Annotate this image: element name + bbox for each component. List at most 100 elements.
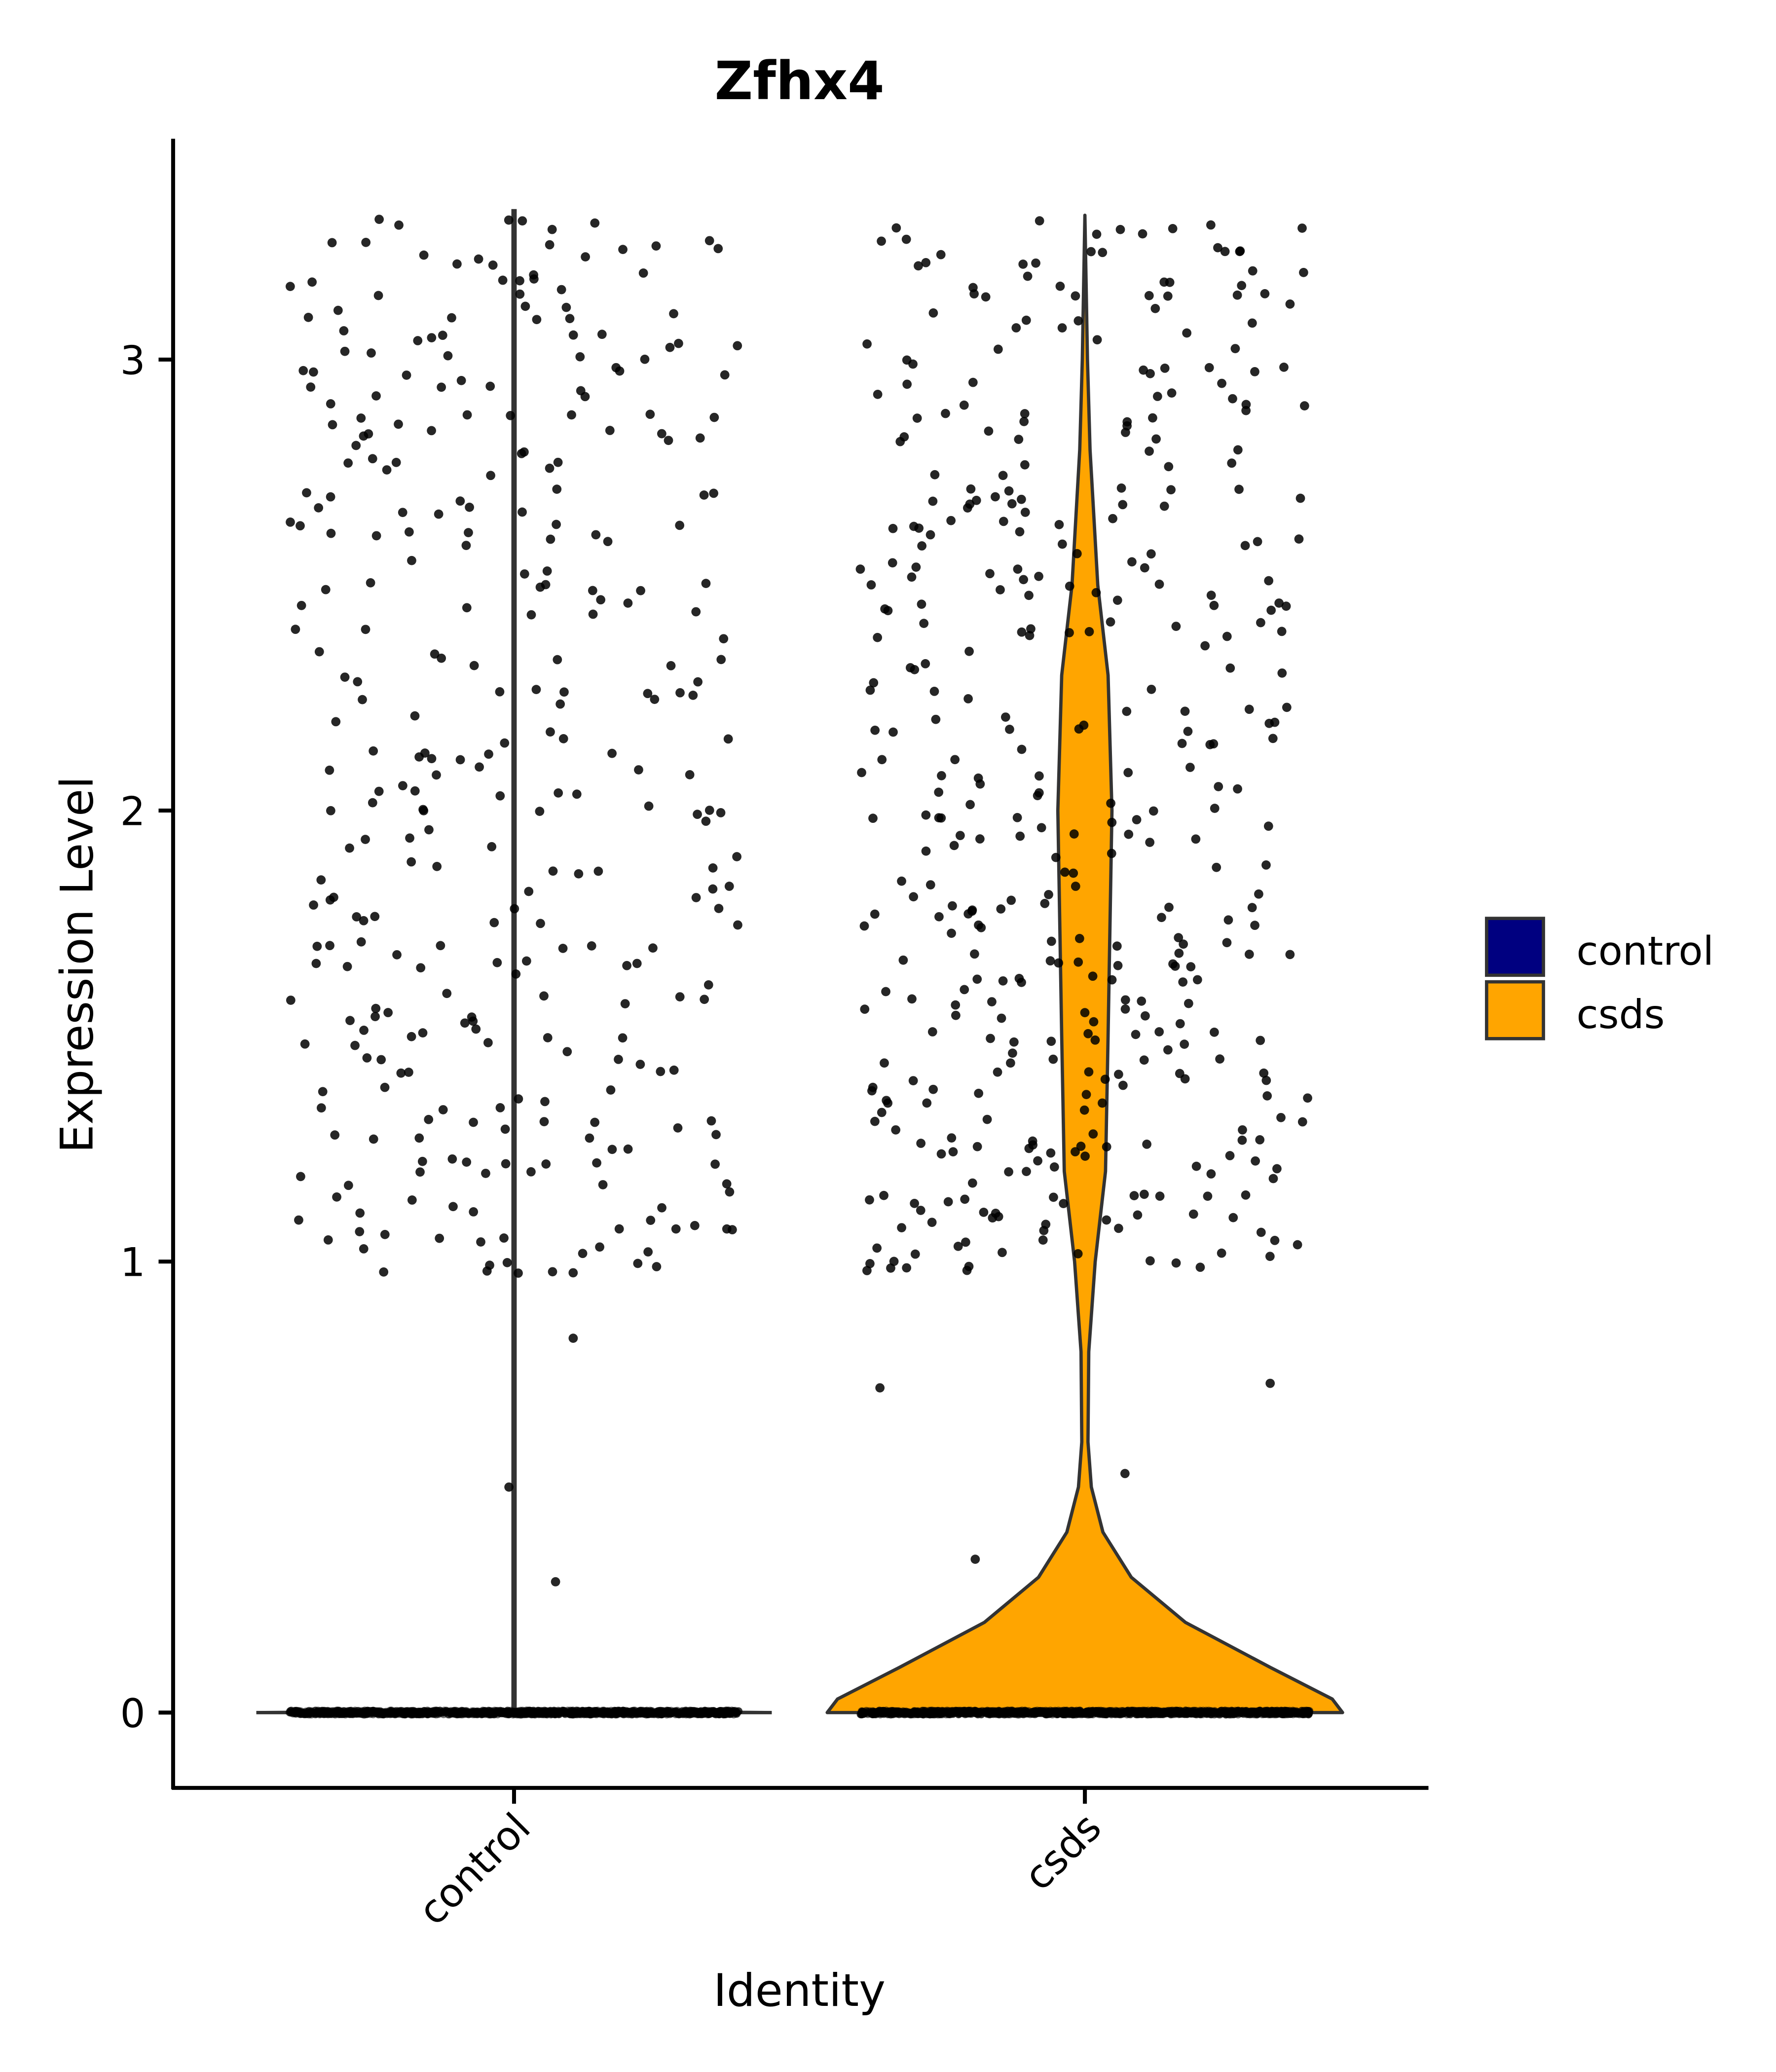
data-point: [492, 958, 502, 967]
data-point: [1014, 973, 1024, 983]
data-point: [424, 825, 434, 835]
data-point: [1142, 1140, 1151, 1149]
data-point: [1094, 1707, 1102, 1715]
data-point: [489, 918, 499, 927]
data-point: [1020, 508, 1030, 517]
data-point: [1015, 527, 1025, 537]
data-point: [1008, 1048, 1017, 1058]
data-point: [501, 1708, 509, 1717]
data-point: [1013, 564, 1023, 574]
data-point: [1072, 549, 1082, 558]
data-point: [455, 755, 465, 765]
data-point: [485, 381, 495, 391]
data-point: [438, 331, 447, 340]
data-point: [1129, 1191, 1139, 1200]
data-point: [1025, 630, 1035, 640]
data-point: [669, 309, 678, 319]
data-point: [443, 351, 453, 361]
data-point: [1265, 1252, 1275, 1261]
data-point: [1171, 622, 1181, 631]
data-point: [333, 305, 343, 315]
data-point: [371, 531, 381, 541]
data-point: [1268, 1174, 1278, 1184]
data-point: [963, 1709, 971, 1718]
data-point: [1215, 1054, 1224, 1064]
data-point: [1241, 1190, 1251, 1200]
data-point: [865, 1259, 875, 1268]
data-point: [344, 1181, 353, 1190]
data-point: [1018, 259, 1028, 269]
legend-label-control: control: [1577, 927, 1714, 974]
data-point: [1107, 849, 1116, 858]
data-point: [1098, 248, 1108, 258]
data-point: [855, 564, 865, 574]
data-point: [556, 285, 566, 295]
data-point: [291, 625, 300, 634]
data-point: [590, 1117, 600, 1127]
data-point: [481, 1169, 490, 1178]
data-point: [1232, 290, 1242, 300]
data-point: [427, 754, 437, 764]
data-point: [326, 399, 335, 408]
data-point: [917, 541, 926, 551]
data-point: [898, 955, 908, 965]
data-point: [934, 787, 944, 797]
data-point: [1076, 1142, 1086, 1151]
data-point: [716, 655, 726, 665]
data-point: [951, 1010, 961, 1020]
data-point: [350, 1040, 360, 1050]
data-point: [285, 282, 295, 291]
data-point: [1277, 627, 1287, 636]
data-point: [908, 1076, 918, 1085]
data-point: [1220, 247, 1230, 257]
data-point: [355, 1208, 365, 1218]
data-point: [888, 558, 897, 568]
data-point: [1164, 902, 1174, 912]
data-point: [410, 786, 420, 796]
data-point: [1091, 588, 1101, 597]
data-point: [877, 755, 887, 765]
data-point: [374, 786, 384, 796]
data-point: [727, 1225, 737, 1235]
data-point: [286, 518, 295, 527]
data-point: [873, 632, 883, 642]
data-point: [709, 488, 718, 498]
data-point: [1123, 1707, 1131, 1715]
data-point: [1174, 933, 1184, 943]
data-point: [427, 426, 436, 436]
data-point: [367, 348, 376, 358]
data-point: [1256, 1036, 1265, 1045]
data-point: [1088, 971, 1098, 981]
data-point: [971, 495, 981, 505]
data-point: [1032, 1707, 1040, 1716]
data-point: [321, 1708, 330, 1717]
data-point: [1160, 364, 1170, 373]
data-point: [1203, 1191, 1213, 1201]
data-point: [1182, 1707, 1190, 1715]
data-point: [633, 1258, 643, 1268]
data-point: [916, 1139, 926, 1148]
data-point: [1139, 1189, 1149, 1199]
data-point: [902, 1709, 911, 1718]
data-point: [461, 541, 471, 550]
data-point: [302, 1707, 310, 1716]
data-point: [434, 509, 444, 519]
data-point: [468, 1016, 478, 1026]
data-point: [1151, 434, 1161, 444]
data-point: [879, 1190, 888, 1200]
data-point: [435, 1233, 444, 1243]
data-point: [519, 569, 529, 579]
data-point: [914, 523, 924, 533]
data-point: [1046, 936, 1056, 946]
data-point: [1100, 1074, 1110, 1084]
data-point: [866, 580, 876, 590]
data-point: [709, 412, 719, 422]
data-point: [1057, 539, 1067, 549]
data-point: [975, 834, 985, 844]
data-point: [1034, 571, 1043, 581]
data-point: [476, 1237, 485, 1247]
data-point: [1157, 913, 1166, 923]
data-point: [1217, 378, 1226, 388]
data-point: [407, 857, 416, 867]
data-point: [593, 866, 603, 876]
